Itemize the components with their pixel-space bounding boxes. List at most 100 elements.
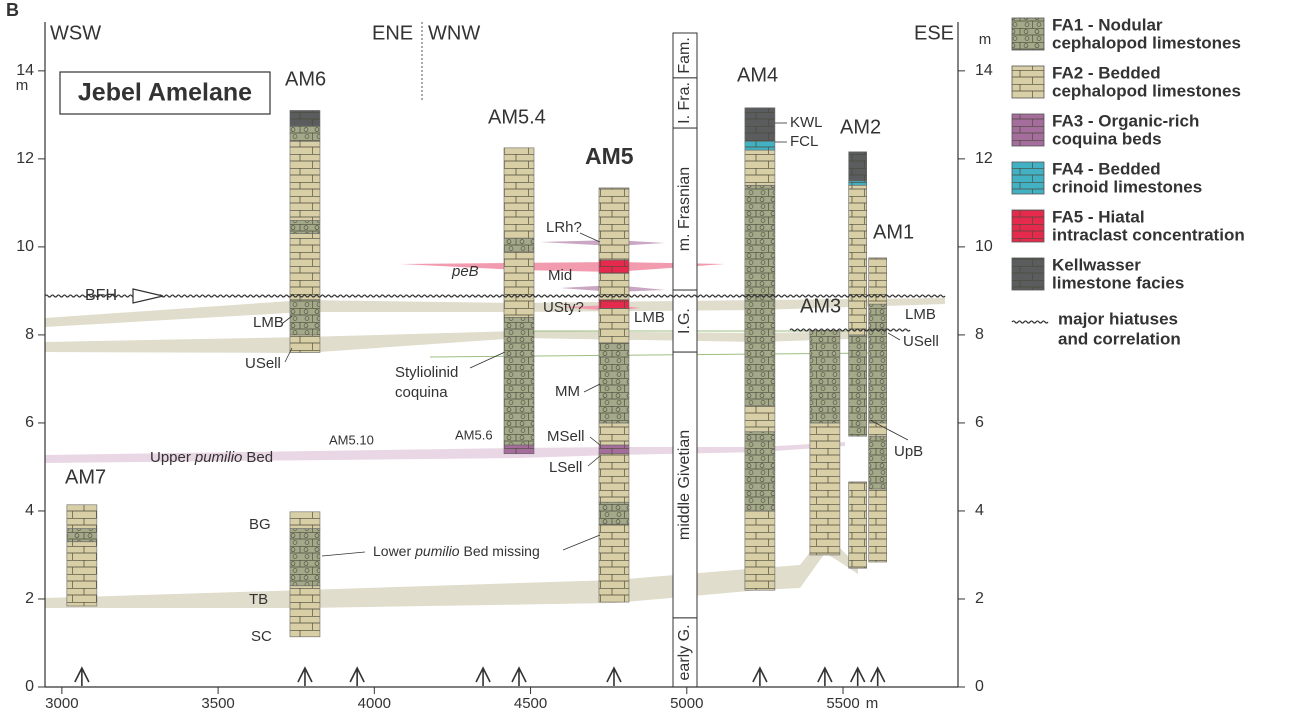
facies-interval (290, 512, 320, 529)
legend-swatch (1012, 114, 1044, 146)
label: AM5.6 (455, 427, 493, 442)
label: UpB (894, 443, 923, 460)
legend-label: FA4 - Bedded (1052, 159, 1161, 178)
facies-interval (849, 335, 867, 436)
legend-label: and correlation (1058, 329, 1181, 348)
facies-interval (849, 185, 867, 335)
label: FCL (790, 133, 818, 150)
y2-tick-label: 4 (975, 502, 984, 519)
section-marker (753, 668, 767, 686)
section-marker (871, 668, 885, 686)
y-tick-label: 4 (25, 502, 34, 519)
facies-interval (745, 405, 775, 431)
facies-interval (849, 482, 867, 568)
legend-swatch (1012, 210, 1044, 242)
direction: WSW (50, 22, 101, 44)
facies-interval (599, 309, 629, 344)
section-name: AM4 (737, 64, 778, 86)
label: USty? (543, 299, 584, 316)
facies-interval (599, 524, 629, 602)
leader (588, 456, 600, 466)
hiatus-line (790, 329, 910, 331)
stage-label: I. Fra. (676, 82, 693, 124)
y-tick-label: 2 (25, 590, 34, 607)
facies-interval (67, 542, 97, 606)
figure: B Fam.I. Fra.m. FrasnianI.G.middle Givet… (0, 0, 1292, 710)
section-marker (298, 668, 312, 686)
facies-interval (810, 331, 840, 423)
facies-interval (504, 238, 534, 251)
section-marker (476, 668, 490, 686)
stage-label: middle Givetian (676, 430, 693, 540)
facies-interval (599, 445, 629, 454)
label: LMB (905, 306, 936, 323)
label: peB (451, 263, 479, 280)
section-marker (818, 668, 832, 686)
y2-tick-label: 6 (975, 414, 984, 431)
facies-interval (745, 150, 775, 185)
section-marker (607, 668, 621, 686)
y2-tick-label: 12 (975, 150, 993, 167)
label: MSell (547, 428, 585, 445)
section-name: AM6 (285, 68, 326, 90)
facies-interval (745, 108, 775, 141)
facies-interval (745, 432, 775, 511)
legend-swatch (1012, 66, 1044, 98)
x-tick-label: 3000 (45, 695, 78, 710)
x-tick-label: 4500 (514, 695, 547, 710)
bfh-marker (133, 289, 163, 303)
section-name: AM1 (873, 221, 914, 243)
y-tick-label: 10 (16, 238, 34, 255)
label: MM (555, 383, 580, 400)
legend-label: crinoid limestones (1052, 177, 1202, 196)
label: UpperpumilioBed (150, 449, 273, 466)
facies-interval (504, 317, 534, 445)
facies-interval (504, 251, 534, 317)
y-tick-label: 8 (25, 326, 34, 343)
legend-label: cephalopod limestones (1052, 81, 1241, 100)
stage-label: early G. (676, 624, 693, 680)
facies-interval (290, 234, 320, 300)
panel-label: B (6, 0, 19, 20)
legend-label: cephalopod limestones (1052, 33, 1241, 52)
facies-interval (849, 181, 867, 185)
legend-label: FA2 - Bedded (1052, 63, 1161, 82)
label: LRh? (546, 219, 582, 236)
y2-tick-label: 10 (975, 238, 993, 255)
facies-interval (67, 505, 97, 529)
facies-interval (67, 529, 97, 542)
legend-label: coquina beds (1052, 129, 1162, 148)
leader (584, 384, 600, 392)
facies-interval (290, 220, 320, 233)
facies-interval (599, 454, 629, 502)
label: Styliolinid (395, 364, 458, 381)
y-unit: m (16, 77, 29, 94)
section-marker (75, 668, 89, 686)
facies-interval (745, 141, 775, 150)
y-tick-label: 0 (25, 678, 34, 695)
x-unit: m (866, 695, 879, 710)
leader (590, 437, 600, 445)
facies-interval (745, 511, 775, 590)
facies-interval (599, 344, 629, 423)
direction: ENE (372, 22, 413, 44)
legend-swatch (1012, 258, 1044, 290)
x-tick-label: 5500 (826, 695, 859, 710)
x-tick-label: 3500 (201, 695, 234, 710)
label: AM5.10 (329, 432, 374, 447)
direction: WNW (428, 22, 480, 44)
section-name: AM7 (65, 466, 106, 488)
facies-interval (599, 260, 629, 273)
facies-interval (290, 586, 320, 637)
section-marker (851, 668, 865, 686)
legend-swatch (1012, 18, 1044, 50)
facies-interval (599, 502, 629, 524)
y2-tick-label: 2 (975, 590, 984, 607)
facies-interval (869, 304, 887, 423)
facies-interval (290, 300, 320, 335)
legend-label: Kellwasser (1052, 255, 1141, 274)
legend-hiatus (1012, 321, 1048, 323)
facies-interval (869, 436, 887, 489)
y-tick-label: 12 (16, 150, 34, 167)
